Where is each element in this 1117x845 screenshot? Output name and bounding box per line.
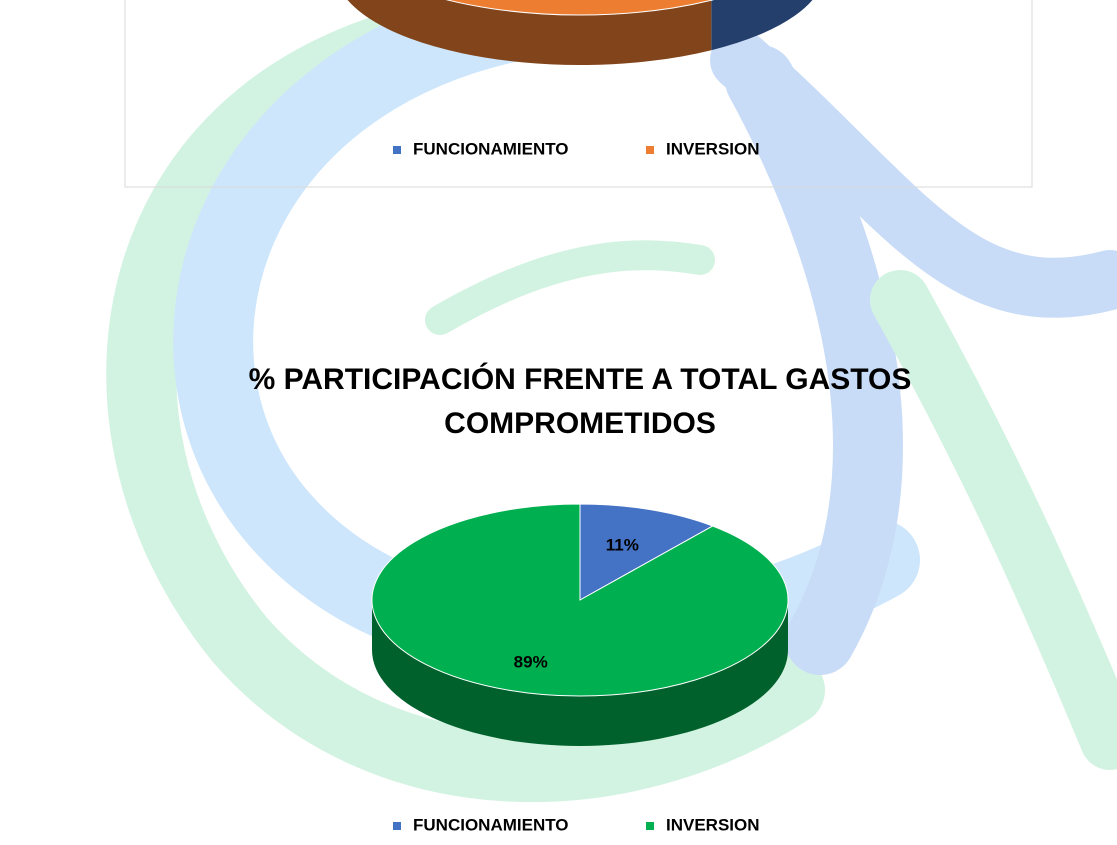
legend-marker: [646, 146, 654, 154]
chart-title: % PARTICIPACIÓN FRENTE A TOTAL GASTOS CO…: [248, 363, 912, 440]
pie-side: [711, 0, 813, 51]
data-label: 89%: [514, 653, 548, 672]
data-label: 11%: [606, 535, 639, 554]
legend-label: FUNCIONAMIENTO: [413, 815, 569, 834]
legend-label: INVERSION: [666, 815, 760, 834]
legend-marker: [646, 822, 654, 830]
legend-label: FUNCIONAMIENTO: [413, 139, 569, 158]
legend-label: INVERSION: [666, 139, 760, 158]
legend-marker: [393, 146, 401, 154]
pie-side: [347, 0, 712, 65]
chart-border: [124, 0, 1033, 188]
pie-slice: [579, 503, 714, 601]
pie-slice: [371, 503, 789, 697]
pie-slice: [445, 0, 713, 16]
legend-marker: [393, 822, 401, 830]
pie-side: [372, 600, 788, 746]
